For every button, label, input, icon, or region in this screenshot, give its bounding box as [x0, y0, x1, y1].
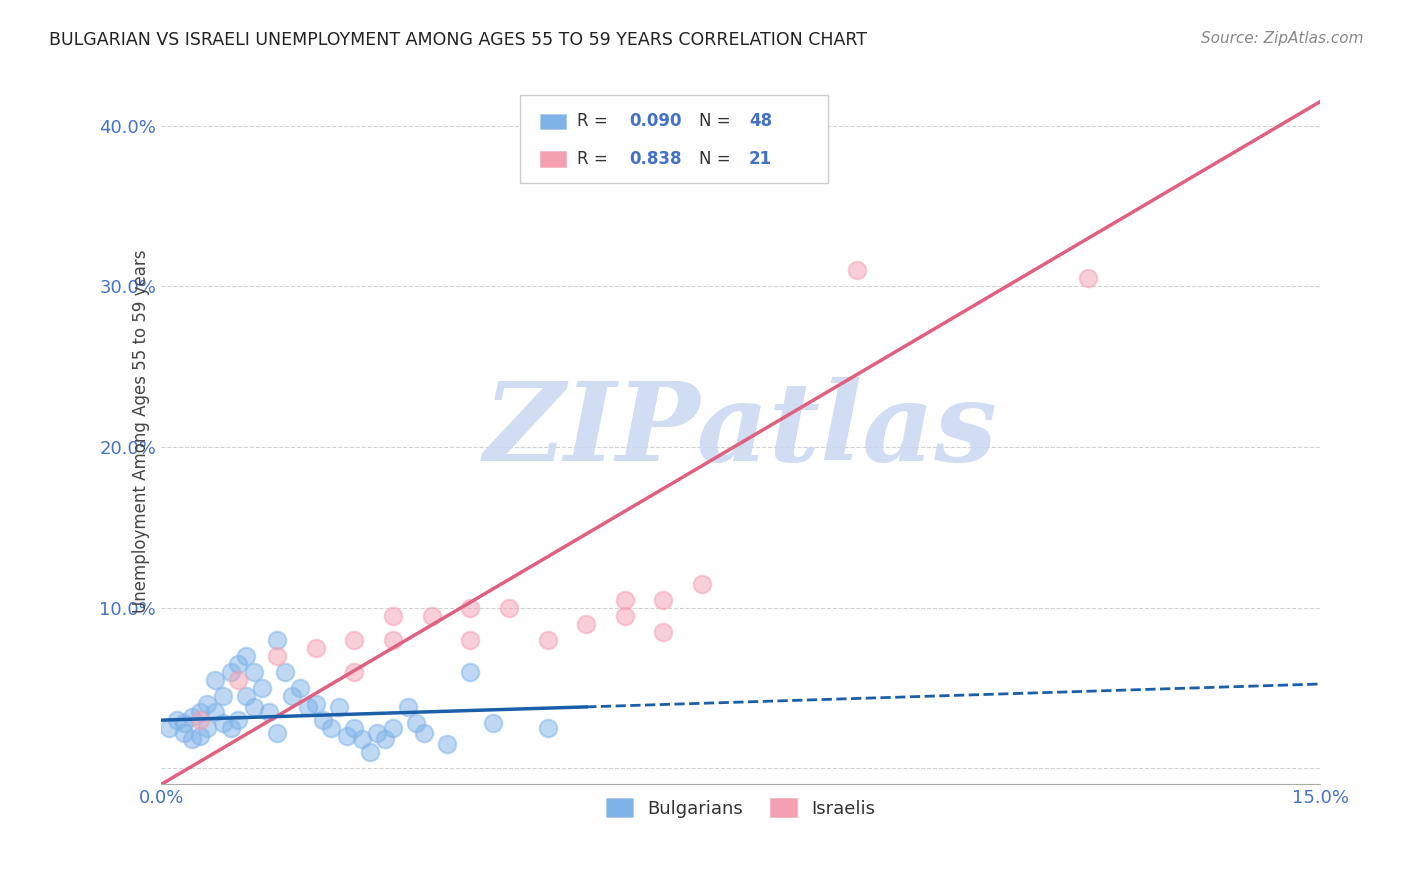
Point: [1077, 271, 1099, 285]
Point: [266, 632, 288, 647]
Point: [181, 732, 204, 747]
Point: [374, 732, 396, 747]
Point: [228, 713, 250, 727]
Point: [290, 681, 312, 695]
Point: [690, 576, 713, 591]
Text: R =: R =: [578, 150, 613, 168]
Point: [188, 729, 211, 743]
Point: [381, 608, 404, 623]
Text: Source: ZipAtlas.com: Source: ZipAtlas.com: [1201, 31, 1364, 46]
Text: ZIPatlas: ZIPatlas: [484, 377, 998, 484]
Text: N =: N =: [699, 150, 735, 168]
Point: [321, 721, 343, 735]
FancyBboxPatch shape: [540, 151, 565, 167]
Point: [266, 726, 288, 740]
Point: [173, 726, 195, 740]
Point: [381, 721, 404, 735]
Point: [613, 592, 636, 607]
Point: [204, 705, 226, 719]
Point: [305, 640, 328, 655]
Point: [228, 673, 250, 687]
Point: [281, 689, 304, 703]
Point: [243, 700, 266, 714]
Point: [652, 624, 675, 639]
Point: [219, 665, 242, 679]
Text: 48: 48: [749, 112, 772, 130]
Point: [405, 716, 427, 731]
FancyBboxPatch shape: [520, 95, 828, 184]
Point: [359, 745, 381, 759]
Text: 0.838: 0.838: [630, 150, 682, 168]
Text: 0.090: 0.090: [630, 112, 682, 130]
Point: [458, 632, 481, 647]
Point: [436, 737, 458, 751]
Point: [845, 263, 868, 277]
Point: [412, 726, 434, 740]
Point: [212, 689, 235, 703]
Point: [235, 648, 257, 663]
FancyBboxPatch shape: [540, 113, 565, 129]
Point: [613, 608, 636, 623]
Point: [259, 705, 281, 719]
Point: [250, 681, 273, 695]
Point: [266, 648, 288, 663]
Point: [305, 697, 328, 711]
Y-axis label: Unemployment Among Ages 55 to 59 years: Unemployment Among Ages 55 to 59 years: [132, 249, 150, 613]
Point: [458, 665, 481, 679]
Text: BULGARIAN VS ISRAELI UNEMPLOYMENT AMONG AGES 55 TO 59 YEARS CORRELATION CHART: BULGARIAN VS ISRAELI UNEMPLOYMENT AMONG …: [49, 31, 868, 49]
Point: [350, 732, 373, 747]
Point: [274, 665, 297, 679]
Point: [328, 700, 350, 714]
Point: [204, 673, 226, 687]
Point: [219, 721, 242, 735]
Point: [396, 700, 419, 714]
Point: [157, 721, 180, 735]
Point: [173, 716, 195, 731]
Point: [197, 721, 219, 735]
Point: [381, 632, 404, 647]
Point: [343, 721, 366, 735]
Point: [343, 632, 366, 647]
Point: [420, 608, 443, 623]
Legend: Bulgarians, Israelis: Bulgarians, Israelis: [599, 791, 883, 825]
Point: [575, 616, 598, 631]
Point: [166, 713, 188, 727]
Point: [335, 729, 357, 743]
Point: [212, 716, 235, 731]
Text: N =: N =: [699, 112, 735, 130]
Point: [235, 689, 257, 703]
Point: [536, 632, 558, 647]
Point: [188, 705, 211, 719]
Point: [536, 721, 558, 735]
Point: [181, 710, 204, 724]
Text: 21: 21: [749, 150, 772, 168]
Text: R =: R =: [578, 112, 613, 130]
Point: [297, 700, 319, 714]
Point: [188, 713, 211, 727]
Point: [366, 726, 388, 740]
Point: [197, 697, 219, 711]
Point: [343, 665, 366, 679]
Point: [652, 592, 675, 607]
Point: [458, 600, 481, 615]
Point: [228, 657, 250, 671]
Point: [498, 600, 520, 615]
Point: [482, 716, 505, 731]
Point: [312, 713, 335, 727]
Point: [243, 665, 266, 679]
